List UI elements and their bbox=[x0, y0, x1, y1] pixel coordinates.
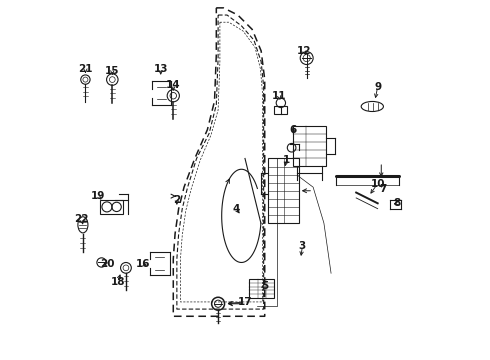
Text: 13: 13 bbox=[153, 64, 168, 74]
Text: 5: 5 bbox=[261, 281, 269, 291]
Text: 3: 3 bbox=[299, 241, 306, 251]
Text: 9: 9 bbox=[374, 82, 381, 92]
Bar bbox=[269, 158, 299, 223]
Bar bbox=[100, 200, 123, 214]
Text: 7: 7 bbox=[379, 184, 387, 194]
Text: 10: 10 bbox=[370, 179, 385, 189]
Text: 19: 19 bbox=[91, 191, 105, 201]
Text: 4: 4 bbox=[232, 204, 240, 214]
Bar bbox=[294, 126, 326, 166]
Text: 15: 15 bbox=[105, 66, 120, 76]
Text: 1: 1 bbox=[283, 155, 290, 165]
Text: 16: 16 bbox=[136, 259, 150, 269]
Text: 2: 2 bbox=[173, 195, 180, 205]
Text: 21: 21 bbox=[78, 64, 93, 74]
Text: 14: 14 bbox=[166, 80, 181, 90]
Text: 12: 12 bbox=[297, 46, 312, 56]
Text: 6: 6 bbox=[290, 125, 297, 135]
Bar bbox=[249, 279, 274, 298]
Bar bbox=[274, 106, 287, 114]
Text: 11: 11 bbox=[272, 91, 286, 101]
Text: 17: 17 bbox=[238, 297, 252, 307]
Text: 18: 18 bbox=[110, 277, 125, 287]
Text: 20: 20 bbox=[99, 259, 114, 269]
Text: 8: 8 bbox=[394, 198, 401, 208]
Text: 22: 22 bbox=[74, 215, 89, 224]
